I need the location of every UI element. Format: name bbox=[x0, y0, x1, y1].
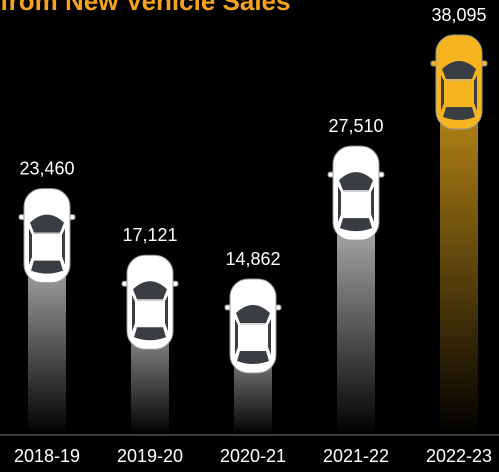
car-rear-window bbox=[237, 350, 269, 364]
car-rear-window bbox=[31, 260, 63, 274]
x-tick-label: 2020-21 bbox=[220, 446, 286, 466]
car-body bbox=[435, 34, 483, 130]
chart-title: from New Vehicle Sales bbox=[0, 0, 290, 16]
car-windshield bbox=[133, 281, 167, 300]
car-side-window bbox=[62, 228, 65, 265]
x-tick-label: 2021-22 bbox=[323, 446, 389, 466]
car-rear-window bbox=[340, 218, 372, 232]
car-icon bbox=[327, 145, 385, 241]
car-body bbox=[332, 145, 380, 241]
car-side-window bbox=[338, 186, 341, 223]
car-rear-window bbox=[134, 327, 166, 341]
value-label: 23,460 bbox=[19, 159, 74, 179]
car-side-window bbox=[268, 318, 271, 355]
car-side-window bbox=[235, 318, 238, 355]
value-label: 17,121 bbox=[122, 225, 177, 245]
x-tick-label: 2022-23 bbox=[426, 446, 492, 466]
car-side-window bbox=[165, 295, 168, 332]
car-body bbox=[229, 278, 277, 374]
car-side-window bbox=[474, 75, 477, 111]
car-side-window bbox=[132, 295, 135, 332]
car-windshield bbox=[339, 172, 373, 191]
car-side-window bbox=[371, 186, 374, 223]
car-body bbox=[126, 254, 174, 350]
car-windshield bbox=[30, 214, 64, 233]
value-label: 27,510 bbox=[328, 116, 383, 136]
car-icon bbox=[430, 34, 488, 130]
value-label: 38,095 bbox=[431, 5, 486, 25]
car-side-window bbox=[441, 75, 444, 111]
car-windshield bbox=[442, 61, 476, 79]
x-tick-label: 2018-19 bbox=[14, 446, 80, 466]
car-body bbox=[23, 188, 71, 284]
car-icon bbox=[121, 254, 179, 350]
value-label: 14,862 bbox=[225, 249, 280, 269]
car-side-window bbox=[29, 228, 32, 265]
car-icon bbox=[224, 278, 282, 374]
car-icon bbox=[18, 188, 76, 284]
car-windshield bbox=[236, 304, 270, 323]
x-tick-label: 2019-20 bbox=[117, 446, 183, 466]
car-rear-window bbox=[443, 107, 475, 120]
